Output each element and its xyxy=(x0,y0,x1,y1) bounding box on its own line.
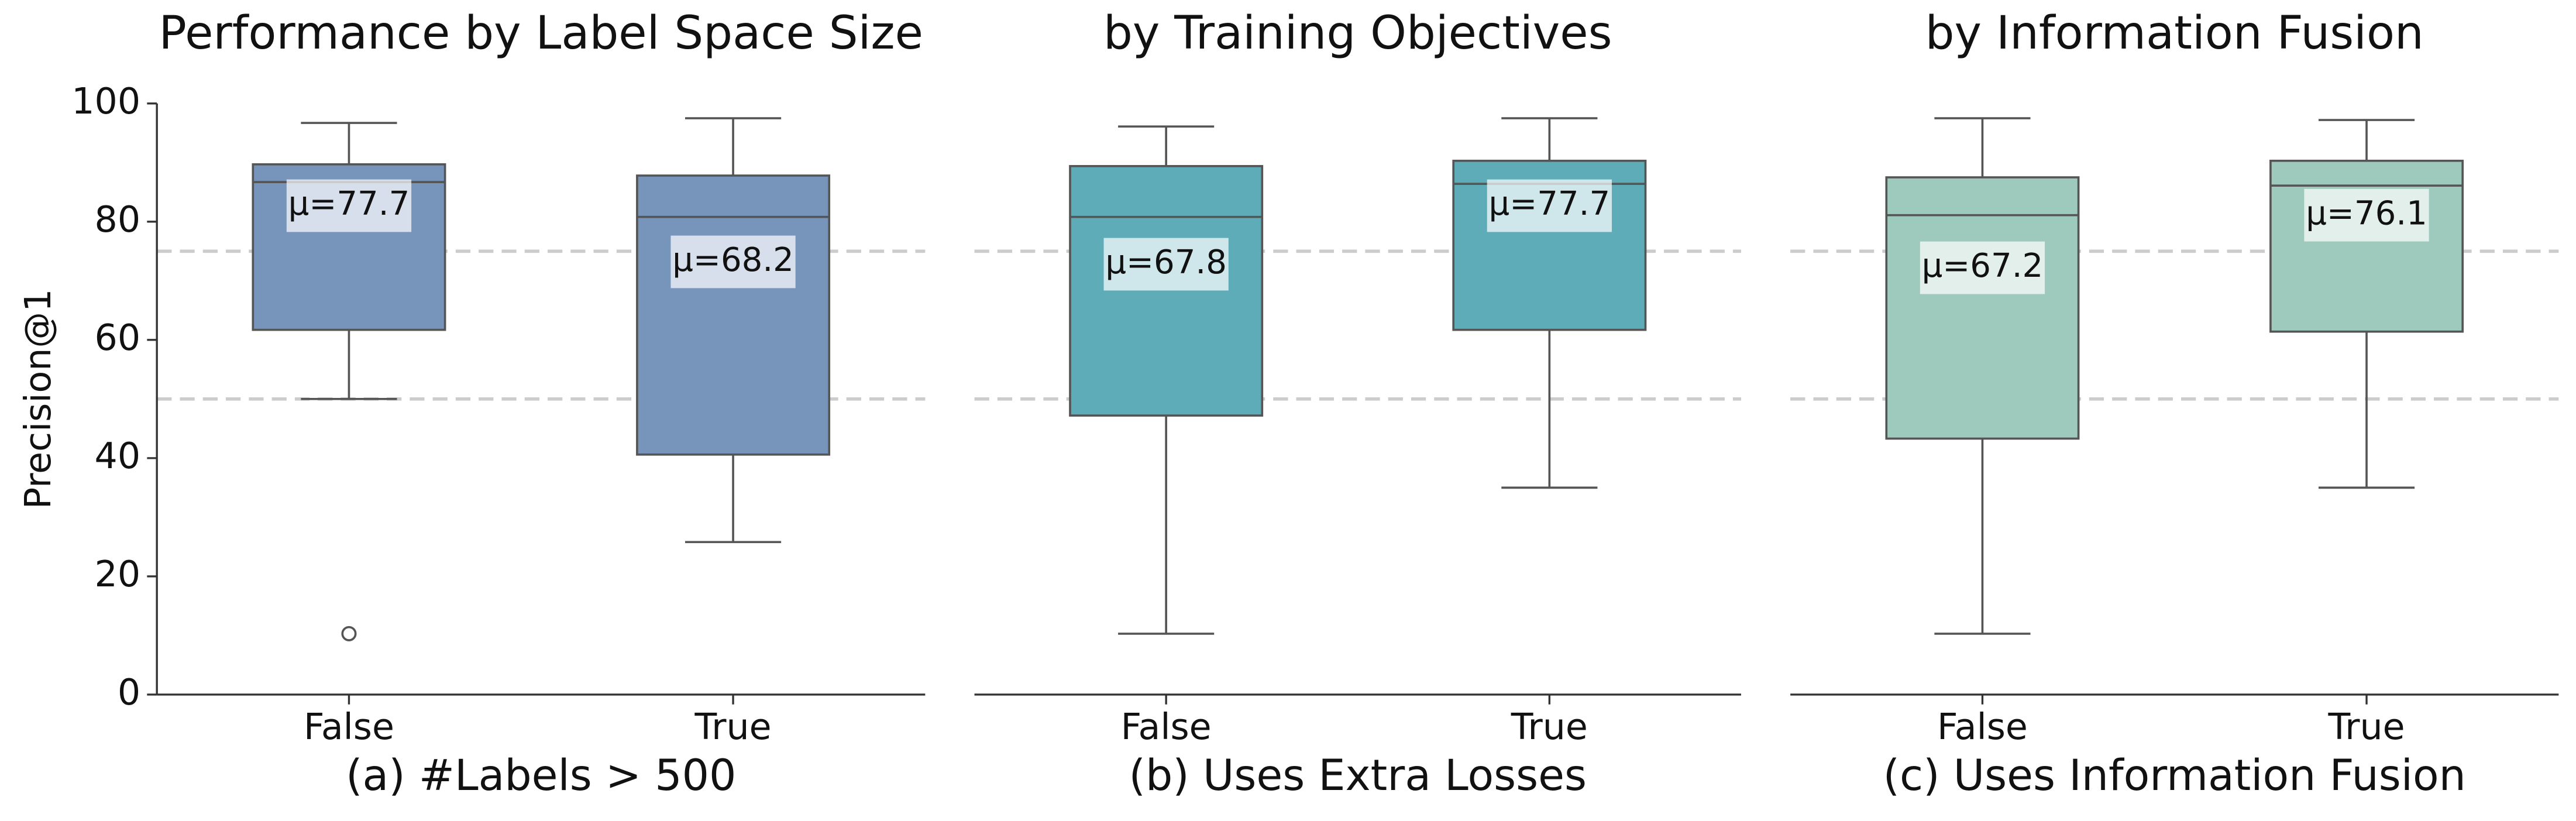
box xyxy=(636,174,831,456)
y-tick-label: 20 xyxy=(95,553,141,595)
mean-label: μ=77.7 xyxy=(1489,185,1611,223)
mean-label-bg xyxy=(286,179,412,232)
x-axis-label: (b) Uses Extra Losses xyxy=(1129,751,1587,801)
mean-label: μ=76.1 xyxy=(2306,194,2427,232)
chart-title: by Training Objectives xyxy=(1103,6,1612,60)
mean-label-bg xyxy=(1487,179,1612,232)
box xyxy=(1069,165,1264,417)
mean-label: μ=68.2 xyxy=(672,241,794,279)
y-tick-label: 60 xyxy=(95,317,141,359)
outlier xyxy=(341,626,357,641)
mean-label-bg xyxy=(1103,238,1229,291)
box xyxy=(1885,176,2080,440)
chart-title: Performance by Label Space Size xyxy=(159,6,923,60)
mean-label: μ=67.2 xyxy=(1922,247,2044,285)
y-tick-label: 80 xyxy=(95,198,141,241)
y-tick-label: 0 xyxy=(118,671,140,713)
x-tick-label: False xyxy=(1121,706,1212,748)
x-tick-label: True xyxy=(2327,706,2405,748)
x-axis-label: (c) Uses Information Fusion xyxy=(1883,751,2466,801)
mean-label-bg xyxy=(2304,188,2429,242)
mean-label-bg xyxy=(1920,241,2045,294)
x-tick-label: False xyxy=(1937,706,2028,748)
y-tick-label: 100 xyxy=(71,80,140,122)
mean-label: μ=67.8 xyxy=(1105,243,1227,281)
x-axis-label: (a) #Labels > 500 xyxy=(346,751,736,801)
y-axis-label: Precision@1 xyxy=(17,289,59,509)
chart-title: by Information Fusion xyxy=(1925,6,2424,60)
y-tick-label: 40 xyxy=(95,435,141,477)
mean-label-bg xyxy=(670,235,796,288)
x-tick-label: True xyxy=(694,706,772,748)
x-tick-label: False xyxy=(304,706,394,748)
x-tick-label: True xyxy=(1511,706,1588,748)
mean-label: μ=77.7 xyxy=(288,185,410,223)
